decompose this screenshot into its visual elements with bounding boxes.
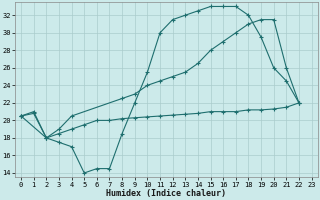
X-axis label: Humidex (Indice chaleur): Humidex (Indice chaleur): [106, 189, 226, 198]
